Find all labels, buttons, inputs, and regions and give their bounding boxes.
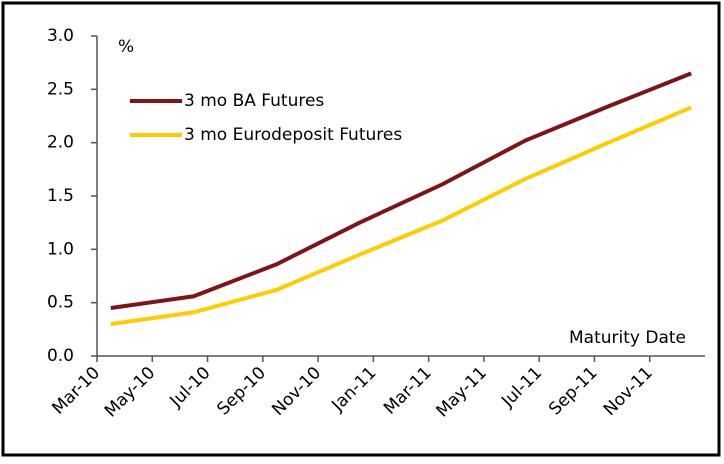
- chart-border: [1, 1, 721, 457]
- series-line: [110, 71, 692, 310]
- y-tick-label: 2.0: [47, 133, 74, 153]
- legend-label: 3 mo Eurodeposit Futures: [184, 125, 402, 145]
- y-unit-label: %: [118, 37, 134, 57]
- x-axis-label: Maturity Date: [569, 328, 686, 348]
- legend-label: 3 mo BA Futures: [184, 91, 324, 111]
- y-tick-label: 0.0: [47, 346, 74, 366]
- y-tick-label: 1.5: [47, 186, 74, 206]
- y-tick-label: 0.5: [47, 293, 74, 313]
- y-tick-label: 3.0: [47, 26, 74, 46]
- y-tick-label: 1.0: [47, 239, 74, 259]
- series-line: [110, 105, 692, 326]
- y-tick-label: 2.5: [47, 79, 74, 99]
